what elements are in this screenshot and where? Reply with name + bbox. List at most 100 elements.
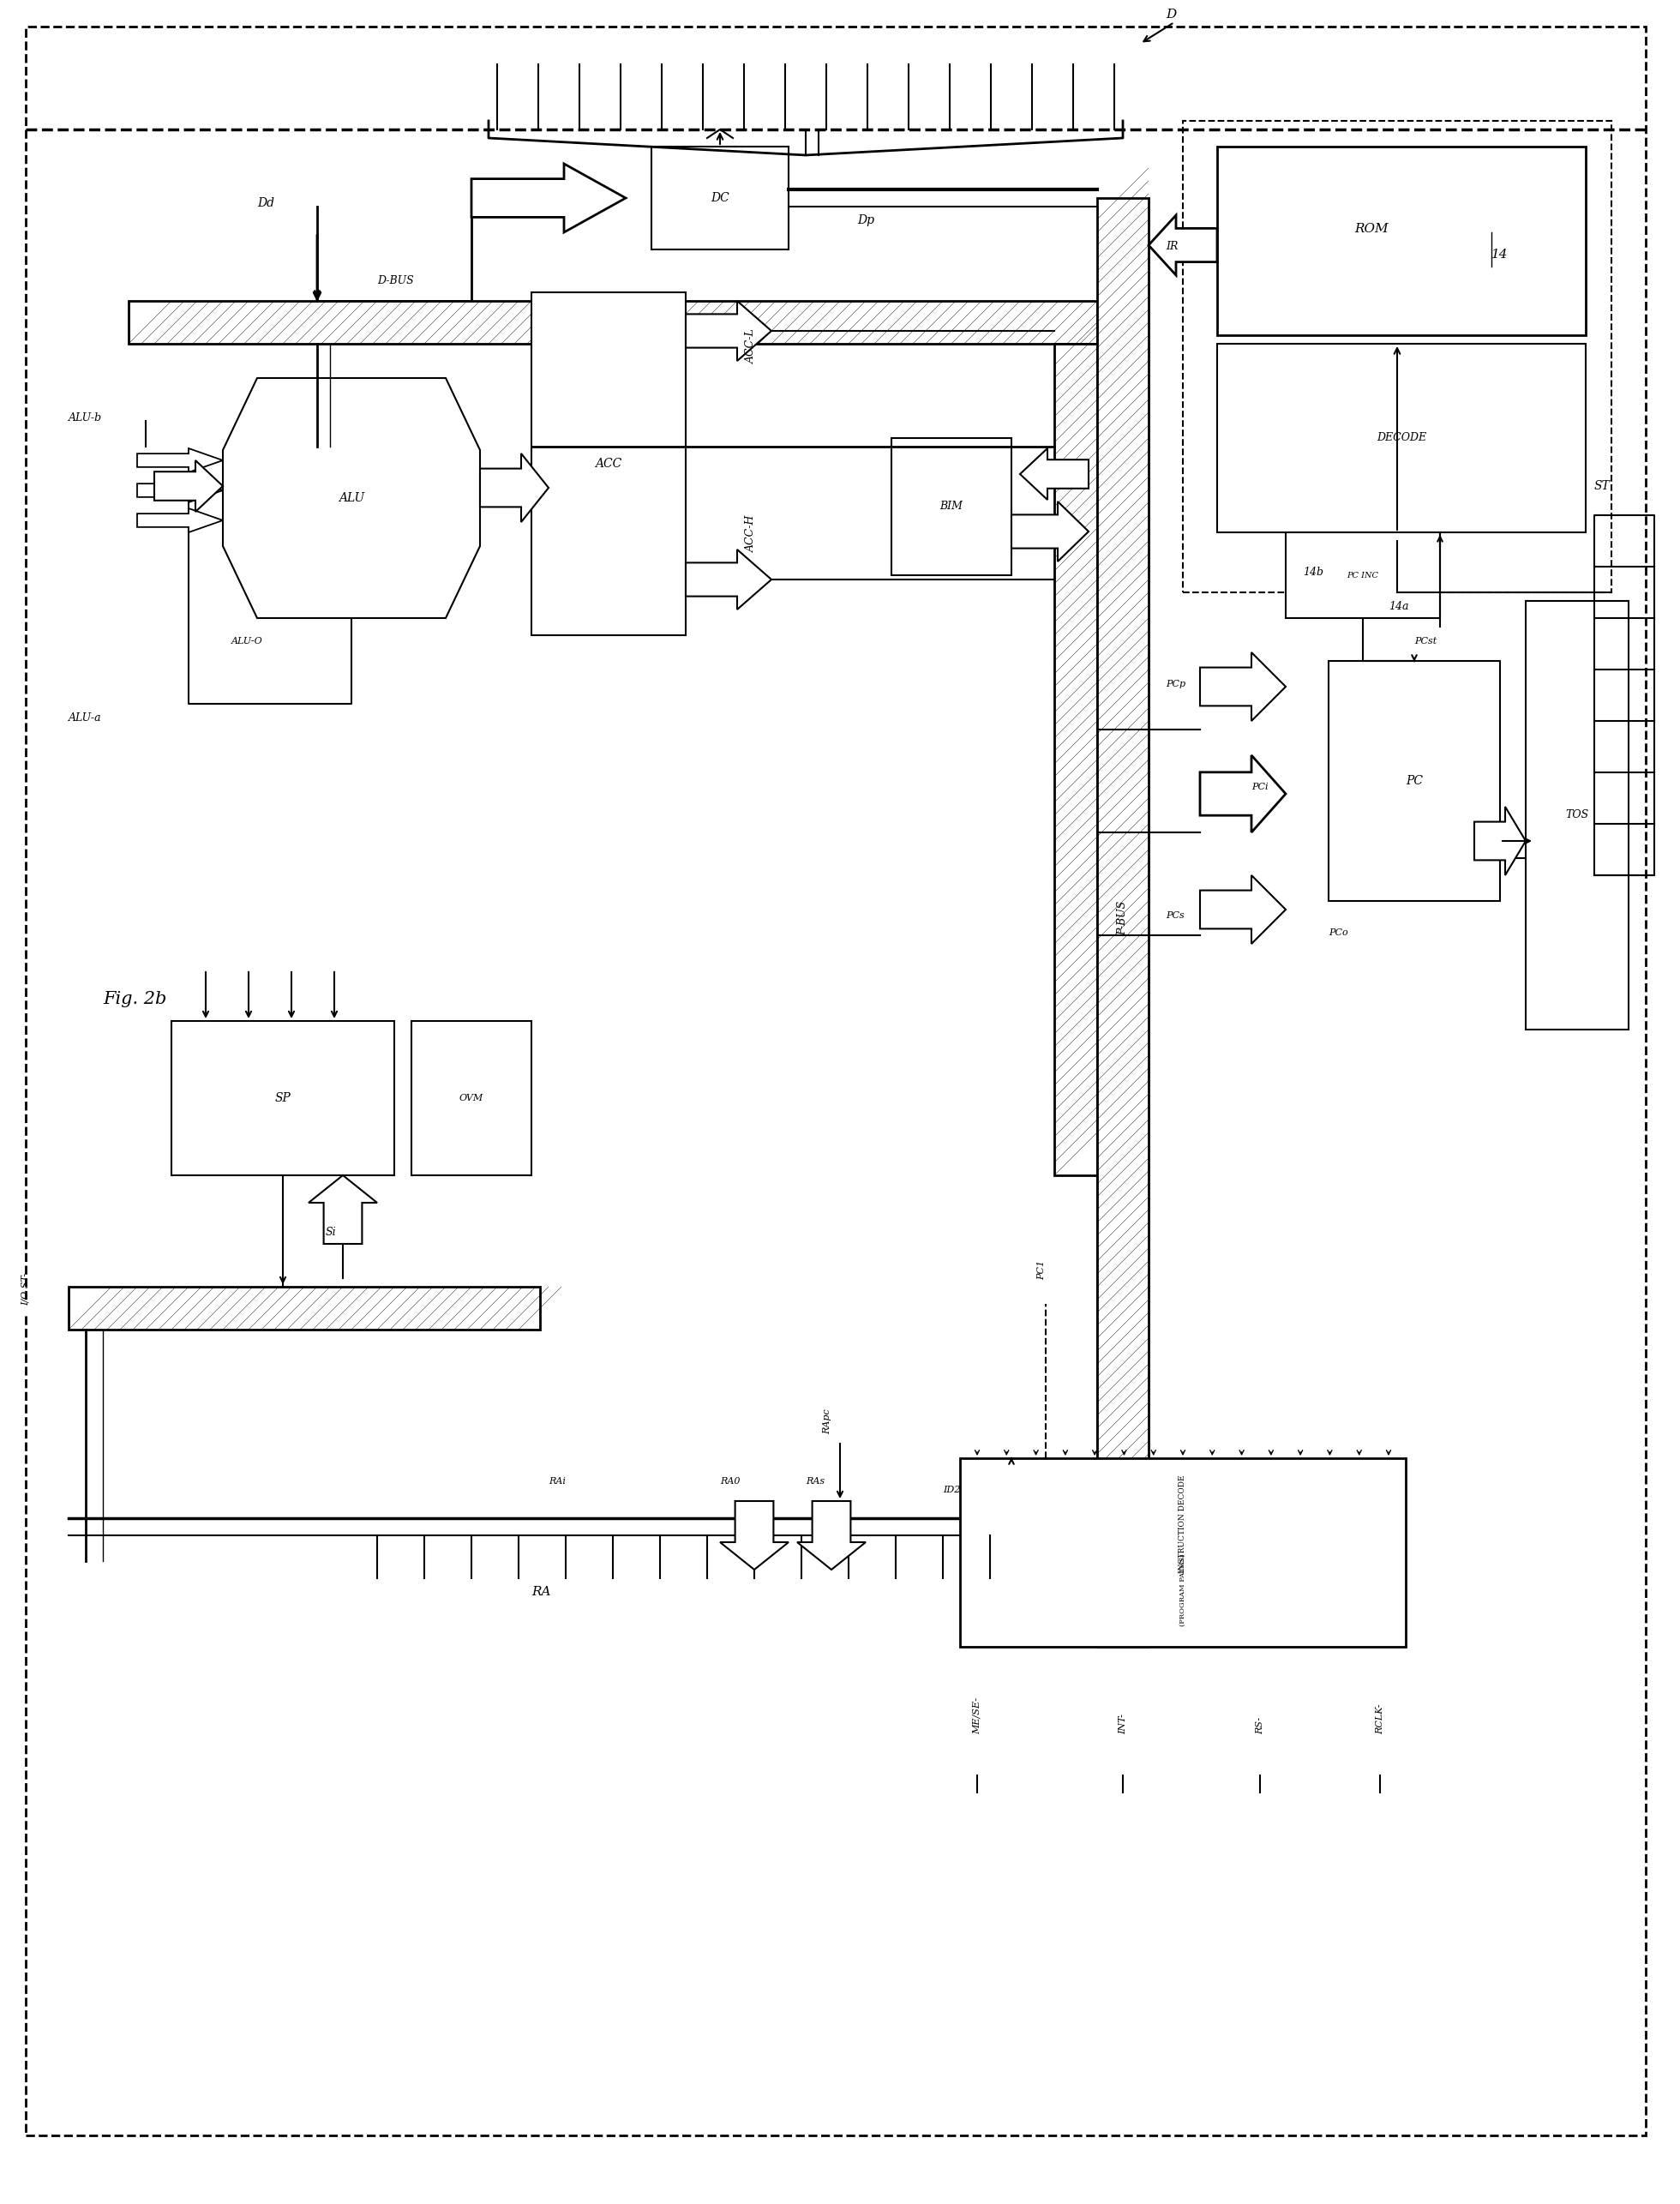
Circle shape xyxy=(939,42,959,62)
Circle shape xyxy=(603,1580,623,1602)
Bar xyxy=(71,1289,538,1327)
Circle shape xyxy=(1112,1794,1134,1816)
Text: ACC: ACC xyxy=(595,458,622,469)
Polygon shape xyxy=(480,454,549,522)
Text: I/O ST-: I/O ST- xyxy=(22,1274,30,1305)
Text: PC1: PC1 xyxy=(1037,1261,1045,1281)
Bar xyxy=(1183,121,1611,593)
Circle shape xyxy=(774,42,795,62)
Circle shape xyxy=(7,1298,27,1318)
Polygon shape xyxy=(1011,503,1089,562)
Circle shape xyxy=(692,42,712,62)
Polygon shape xyxy=(1475,807,1525,875)
Circle shape xyxy=(734,42,754,62)
Circle shape xyxy=(816,42,837,62)
Text: RCLK-: RCLK- xyxy=(1376,1704,1384,1735)
Bar xyxy=(69,1287,539,1329)
Bar xyxy=(1097,198,1149,1646)
Circle shape xyxy=(1021,42,1042,62)
Polygon shape xyxy=(138,447,223,472)
Polygon shape xyxy=(1149,216,1216,276)
Text: DECODE: DECODE xyxy=(1376,432,1426,443)
Circle shape xyxy=(610,42,632,62)
Text: INT-: INT- xyxy=(1119,1715,1127,1735)
Circle shape xyxy=(1063,42,1084,62)
Circle shape xyxy=(791,1580,811,1602)
Text: RAs: RAs xyxy=(806,1477,825,1485)
Circle shape xyxy=(981,42,1001,62)
Text: D: D xyxy=(1166,9,1176,20)
Circle shape xyxy=(932,1580,953,1602)
Circle shape xyxy=(744,1580,764,1602)
Circle shape xyxy=(366,1580,388,1602)
Circle shape xyxy=(528,42,549,62)
Bar xyxy=(1525,602,1628,1029)
Text: PCs: PCs xyxy=(1166,910,1184,919)
Text: ME/SE-: ME/SE- xyxy=(973,1697,981,1735)
Circle shape xyxy=(487,42,507,62)
Text: Dp: Dp xyxy=(857,214,874,227)
Polygon shape xyxy=(223,379,480,617)
Text: RAi: RAi xyxy=(549,1477,566,1485)
Polygon shape xyxy=(309,1175,376,1243)
Text: PCp: PCp xyxy=(1166,679,1186,688)
Text: D-BUS: D-BUS xyxy=(376,276,413,287)
Text: ALU: ALU xyxy=(338,491,365,505)
Circle shape xyxy=(885,1580,906,1602)
Circle shape xyxy=(697,1580,717,1602)
Text: 14: 14 xyxy=(1492,249,1509,260)
Polygon shape xyxy=(472,163,625,231)
Text: ID2: ID2 xyxy=(942,1485,961,1494)
Circle shape xyxy=(556,1580,576,1602)
Bar xyxy=(959,1459,1406,1646)
Bar xyxy=(1329,661,1500,901)
Polygon shape xyxy=(1020,447,1089,500)
Text: Dd: Dd xyxy=(257,196,274,209)
Text: PCst: PCst xyxy=(1415,637,1436,646)
Text: INSTRUCTION DECODE: INSTRUCTION DECODE xyxy=(1179,1474,1186,1574)
Text: Fig. 2b: Fig. 2b xyxy=(102,992,166,1007)
Text: ALU-O: ALU-O xyxy=(232,637,264,646)
Text: PC: PC xyxy=(1406,776,1423,787)
Circle shape xyxy=(570,42,590,62)
Polygon shape xyxy=(685,302,771,361)
Text: IR: IR xyxy=(1166,240,1178,251)
Polygon shape xyxy=(1200,875,1285,943)
Polygon shape xyxy=(138,478,223,503)
Polygon shape xyxy=(1200,756,1285,833)
Text: 14b: 14b xyxy=(1304,566,1324,577)
Text: DC: DC xyxy=(711,192,729,205)
Text: ACC-H: ACC-H xyxy=(746,516,758,551)
Text: RS-: RS- xyxy=(1255,1717,1265,1735)
Text: RA: RA xyxy=(531,1587,551,1598)
Polygon shape xyxy=(685,549,771,611)
Text: ALU-a: ALU-a xyxy=(69,712,102,723)
Text: OVM: OVM xyxy=(459,1093,484,1102)
Text: Si: Si xyxy=(326,1228,336,1239)
Bar xyxy=(892,439,1011,575)
Bar xyxy=(1055,344,1097,1175)
Polygon shape xyxy=(138,509,223,533)
Circle shape xyxy=(857,42,877,62)
Circle shape xyxy=(966,1794,988,1816)
Bar xyxy=(129,302,1097,344)
Bar xyxy=(652,148,788,249)
Bar xyxy=(412,1020,531,1175)
Circle shape xyxy=(899,42,919,62)
Text: TOS: TOS xyxy=(1566,809,1589,820)
Text: PCi: PCi xyxy=(1252,782,1268,791)
Circle shape xyxy=(509,1580,529,1602)
Text: P-BUS: P-BUS xyxy=(1117,901,1129,934)
Circle shape xyxy=(1369,1794,1391,1816)
Text: SP: SP xyxy=(276,1093,291,1104)
Bar xyxy=(131,304,1095,342)
Text: (PROGRAM PATHS): (PROGRAM PATHS) xyxy=(1179,1554,1186,1627)
Polygon shape xyxy=(1200,652,1285,721)
Bar xyxy=(171,1020,395,1175)
Bar xyxy=(1216,148,1586,335)
Text: ROM: ROM xyxy=(1354,223,1388,236)
Circle shape xyxy=(652,42,672,62)
Bar xyxy=(1100,201,1146,1644)
Circle shape xyxy=(460,1580,482,1602)
Circle shape xyxy=(650,1580,670,1602)
